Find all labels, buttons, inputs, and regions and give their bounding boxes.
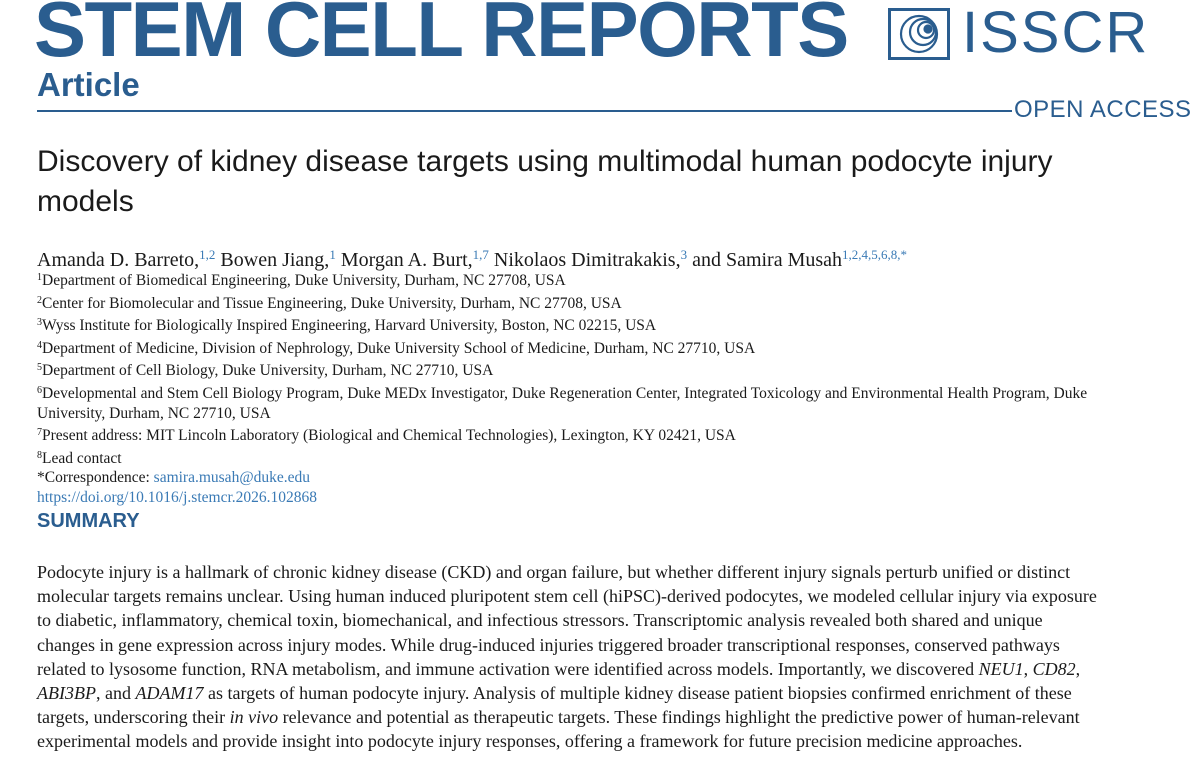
text: as targets of human podocyte injury. Ana… xyxy=(37,683,1072,728)
author-name: Bowen Jiang, xyxy=(220,249,330,271)
doi-link[interactable]: https://doi.org/10.1016/j.stemcr.2026.10… xyxy=(37,488,318,506)
author-affiliations: 1 xyxy=(329,247,336,262)
affiliation-number: 5 xyxy=(37,362,42,374)
text: Podocyte injury is a hallmark of chronic… xyxy=(37,562,1097,679)
affiliation-number: 4 xyxy=(37,339,42,351)
affiliation: 6Developmental and Stem Cell Biology Pro… xyxy=(37,381,1107,423)
author-name: Morgan A. Burt, xyxy=(340,249,473,271)
affiliation-list: 1Department of Biomedical Engineering, D… xyxy=(37,268,1107,508)
affiliations: 1Department of Biomedical Engineering, D… xyxy=(37,268,1107,468)
affiliation-text: Developmental and Stem Cell Biology Prog… xyxy=(37,384,1088,422)
correspondence-label: *Correspondence: xyxy=(37,469,150,487)
affiliation-text: Center for Biomolecular and Tissue Engin… xyxy=(42,294,622,312)
author-name: Amanda D. Barreto, xyxy=(37,249,200,271)
affiliation-text: Lead contact xyxy=(42,449,122,467)
text: , xyxy=(1075,658,1081,679)
affiliation-number: 1 xyxy=(37,272,42,283)
affiliation: 1Department of Biomedical Engineering, D… xyxy=(37,268,1107,291)
affiliation: 2Center for Biomolecular and Tissue Engi… xyxy=(37,291,1107,314)
author-name: and Samira Musah xyxy=(692,249,843,271)
gene: ADAM17 xyxy=(135,683,204,704)
affiliation-text: Department of Medicine, Division of Neph… xyxy=(42,339,756,357)
text: , xyxy=(1023,658,1033,679)
article-title: Discovery of kidney disease targets usin… xyxy=(37,145,1053,218)
affiliation-text: Department of Cell Biology, Duke Univers… xyxy=(42,362,494,380)
affiliation-number: 2 xyxy=(37,294,42,306)
access-label: OPEN ACCESS xyxy=(1014,96,1192,123)
affiliation: 5Department of Cell Biology, Duke Univer… xyxy=(37,358,1107,381)
author-affiliations: 1,2 xyxy=(199,247,216,262)
journal-name: STEM CELL REPORTS xyxy=(34,0,849,73)
gene: CD82 xyxy=(1032,658,1076,679)
emphasis: in vivo xyxy=(229,707,279,728)
author-affiliations: 1,2,4,5,6,8,* xyxy=(842,247,908,262)
correspondence: *Correspondence: samira.musah@duke.edu xyxy=(37,468,1107,488)
affiliation-number: 8 xyxy=(37,449,42,461)
affiliation-text: Present address: MIT Lincoln Laboratory … xyxy=(42,427,736,445)
affiliation-number: 6 xyxy=(37,384,42,396)
article-type: Article xyxy=(37,66,140,103)
affiliation: 4Department of Medicine, Division of Nep… xyxy=(37,336,1107,359)
publisher-name: ISSCR xyxy=(962,0,1150,65)
author-name: Nikolaos Dimitrakakis, xyxy=(493,249,681,271)
author-affiliations: 1,7 xyxy=(472,247,489,262)
affiliation-text: Wyss Institute for Biologically Inspired… xyxy=(42,317,657,335)
author-affiliations: 3 xyxy=(680,247,688,262)
gene: ABI3BP xyxy=(37,683,96,704)
summary-heading: SUMMARY xyxy=(37,510,140,532)
summary-text: Podocyte injury is a hallmark of chronic… xyxy=(37,560,1103,754)
author-list: Amanda D. Barreto,1,2 Bowen Jiang,1 Morg… xyxy=(37,242,1177,273)
email-link[interactable]: samira.musah@duke.edu xyxy=(153,469,310,487)
publisher-logo xyxy=(888,8,950,60)
affiliation-number: 7 xyxy=(37,427,42,439)
affiliation-number: 3 xyxy=(37,317,42,329)
gene: NEU1 xyxy=(978,658,1024,679)
affiliation: 7Present address: MIT Lincoln Laboratory… xyxy=(37,423,1107,446)
text: , and xyxy=(95,683,136,704)
header-rule xyxy=(37,110,1012,112)
affiliation: 8Lead contact xyxy=(37,446,1107,469)
text: relevance and potential as therapeutic t… xyxy=(37,707,1080,752)
affiliation-text: Department of Biomedical Engineering, Du… xyxy=(42,272,566,289)
affiliation: 3Wyss Institute for Biologically Inspire… xyxy=(37,313,1107,336)
